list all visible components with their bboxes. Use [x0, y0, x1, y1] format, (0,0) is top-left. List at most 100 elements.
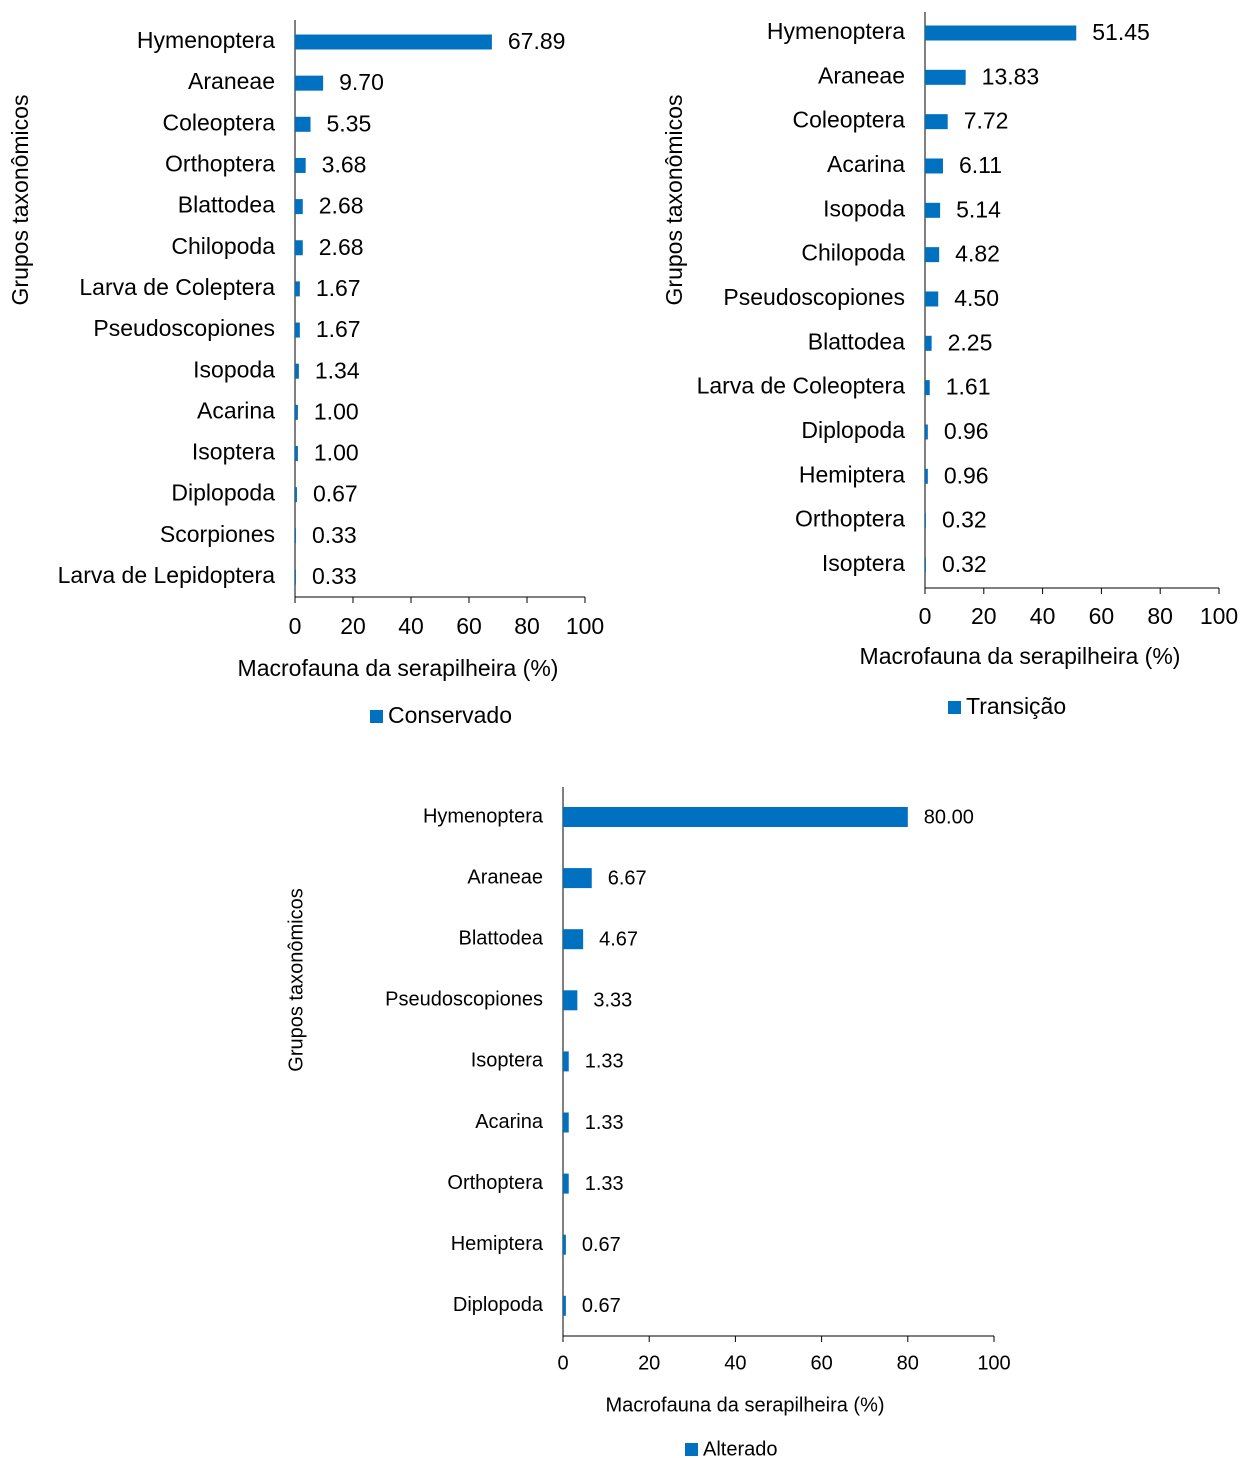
x-tick-label: 100	[1200, 603, 1238, 629]
bar	[295, 116, 311, 132]
x-axis-label: Macrofauna da serapilheira (%)	[860, 643, 1181, 669]
data-label: 1.33	[585, 1112, 624, 1134]
x-tick-label: 0	[557, 1352, 568, 1374]
bar	[563, 929, 584, 950]
y-tick-label: Acarina	[475, 1111, 544, 1133]
x-tick-label: 60	[456, 613, 482, 639]
y-tick-label: Isopoda	[193, 356, 275, 382]
y-tick-label: Larva de Coleptera	[79, 274, 275, 300]
bar	[563, 990, 578, 1011]
data-label: 0.32	[942, 507, 987, 533]
bar	[295, 446, 298, 461]
y-tick-label: Isoptera	[471, 1050, 544, 1072]
bar	[295, 281, 300, 297]
bar	[925, 513, 926, 529]
y-tick-label: Orthoptera	[165, 151, 275, 177]
x-tick-label: 60	[810, 1352, 832, 1374]
bar	[295, 363, 299, 379]
y-tick-label: Diplopoda	[171, 480, 275, 506]
x-tick-label: 80	[514, 613, 540, 639]
bar	[925, 468, 928, 484]
y-tick-label: Pseudoscopiones	[385, 989, 543, 1011]
bar	[295, 157, 306, 173]
bar	[925, 114, 948, 130]
y-tick-label: Hymenoptera	[137, 27, 275, 53]
legend-swatch	[948, 701, 961, 714]
y-tick-label: Hemiptera	[451, 1233, 544, 1255]
data-label: 1.00	[314, 440, 359, 466]
y-tick-label: Chilopoda	[171, 233, 275, 259]
bar	[295, 569, 296, 585]
data-label: 2.68	[319, 193, 364, 219]
x-tick-label: 100	[566, 613, 604, 639]
bar	[295, 75, 324, 91]
data-label: 1.33	[585, 1051, 624, 1073]
data-label: 1.61	[946, 374, 991, 400]
x-axis-label: Macrofauna da serapilheira (%)	[238, 655, 559, 681]
y-tick-label: Acarina	[197, 397, 275, 423]
data-label: 1.33	[585, 1173, 624, 1195]
bar	[295, 404, 298, 420]
bar	[925, 557, 926, 573]
x-tick-label: 60	[1089, 603, 1115, 629]
bar	[925, 69, 966, 85]
x-tick-label: 20	[638, 1352, 660, 1374]
bar	[925, 424, 928, 440]
x-tick-label: 20	[340, 613, 366, 639]
data-label: 9.70	[339, 69, 384, 95]
x-tick-label: 80	[897, 1352, 919, 1374]
x-tick-label: 40	[1030, 603, 1056, 629]
y-tick-label: Scorpiones	[160, 521, 275, 547]
y-tick-label: Isoptera	[822, 550, 905, 576]
bar	[925, 247, 940, 263]
bar	[925, 291, 939, 307]
y-tick-label: Blattodea	[458, 927, 543, 949]
bar	[925, 335, 932, 351]
y-axis-label: Grupos taxonômicos	[285, 888, 307, 1071]
data-label: 0.33	[312, 522, 357, 548]
y-tick-label: Diplopoda	[453, 1294, 544, 1316]
data-label: 3.33	[593, 990, 632, 1012]
x-axis-label: Macrofauna da serapilheira (%)	[605, 1394, 884, 1416]
data-label: 6.11	[959, 152, 1002, 178]
data-label: 1.00	[314, 398, 359, 424]
y-tick-label: Blattodea	[178, 192, 275, 218]
data-label: 0.67	[313, 481, 358, 507]
data-label: 0.32	[942, 551, 987, 577]
x-tick-label: 100	[977, 1352, 1010, 1374]
data-label: 0.33	[312, 563, 357, 589]
y-axis-label: Grupos taxonômicos	[661, 95, 687, 306]
data-label: 0.96	[944, 418, 989, 444]
y-tick-label: Pseudoscopiones	[93, 315, 275, 341]
y-tick-label: Isoptera	[192, 439, 275, 465]
y-tick-label: Coleoptera	[162, 109, 275, 135]
y-tick-label: Blattodea	[808, 328, 905, 354]
legend-label: Alterado	[703, 1438, 778, 1458]
data-label: 67.89	[508, 28, 566, 54]
data-label: 2.25	[948, 329, 993, 355]
data-label: 5.14	[956, 196, 1001, 222]
data-label: 4.67	[599, 928, 638, 950]
y-tick-label: Larva de Coleoptera	[697, 373, 906, 399]
bar	[563, 1051, 569, 1072]
data-label: 6.67	[608, 867, 647, 889]
y-tick-label: Isopoda	[823, 195, 905, 221]
bar	[563, 807, 908, 827]
bar	[295, 322, 300, 338]
bar	[295, 199, 303, 215]
data-label: 4.82	[955, 241, 1000, 267]
data-label: 7.72	[964, 108, 1009, 134]
bar	[925, 158, 943, 174]
y-tick-label: Araneae	[467, 866, 543, 888]
y-tick-label: Acarina	[827, 151, 905, 177]
data-label: 1.67	[316, 275, 361, 301]
x-tick-label: 20	[971, 603, 997, 629]
y-tick-label: Hymenoptera	[767, 18, 905, 44]
x-tick-label: 40	[398, 613, 424, 639]
bar	[563, 868, 592, 889]
data-label: 13.83	[982, 63, 1040, 89]
data-label: 3.68	[322, 152, 367, 178]
y-tick-label: Hymenoptera	[423, 805, 544, 827]
y-tick-label: Hemiptera	[799, 461, 905, 487]
